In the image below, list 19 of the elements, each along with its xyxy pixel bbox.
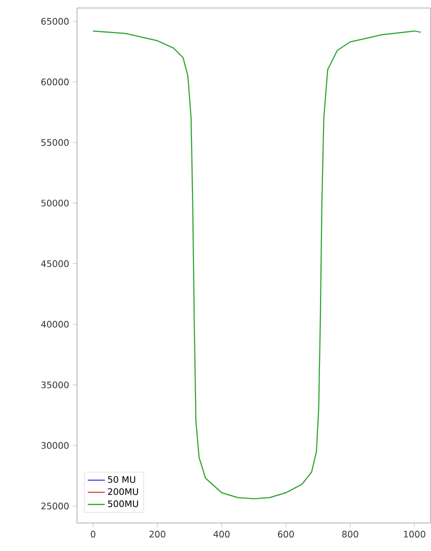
legend-label: 50 MU	[108, 476, 136, 483]
legend-label: 200MU	[108, 488, 138, 496]
y-tick-label: 55000	[41, 139, 69, 146]
x-tick-label: 200	[149, 530, 166, 538]
y-tick-label: 40000	[41, 320, 69, 328]
y-tick-label: 25000	[41, 502, 69, 510]
x-tick-label: 0	[90, 530, 96, 538]
y-tick-label: 50000	[41, 200, 69, 206]
y-tick-label: 30000	[41, 442, 69, 449]
x-tick-label: 800	[342, 530, 358, 538]
line-series	[92, 30, 422, 500]
x-tick-label: 600	[278, 530, 294, 538]
x-tick-label: 400	[213, 530, 230, 538]
x-tick-label: 1000	[404, 530, 426, 538]
y-tick-label: 45000	[41, 260, 69, 268]
y-tick-label: 60000	[41, 78, 69, 86]
legend-label: 500MU	[108, 500, 138, 508]
y-tick-label: 35000	[41, 381, 69, 388]
y-tick-label: 65000	[41, 18, 69, 25]
